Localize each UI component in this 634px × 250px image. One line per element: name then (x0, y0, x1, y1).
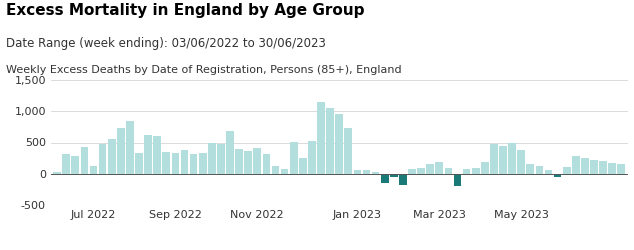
Bar (599, 161, 607, 174)
Text: Excess Mortality in England by Age Group: Excess Mortality in England by Age Group (6, 2, 365, 18)
Bar (327, 108, 334, 174)
Bar (153, 136, 161, 174)
Bar (99, 144, 107, 174)
Bar (271, 166, 280, 174)
Bar (499, 146, 507, 174)
Bar (399, 174, 407, 185)
Bar (335, 114, 343, 174)
Bar (172, 153, 179, 174)
Bar (381, 174, 389, 183)
Bar (526, 164, 534, 174)
Bar (426, 164, 434, 174)
Bar (363, 170, 370, 174)
Bar (344, 128, 352, 174)
Bar (135, 152, 143, 174)
Bar (262, 154, 270, 174)
Bar (108, 140, 115, 174)
Bar (235, 149, 243, 174)
Bar (581, 158, 589, 174)
Bar (481, 162, 489, 174)
Bar (199, 153, 207, 174)
Bar (472, 168, 479, 174)
Bar (618, 164, 625, 174)
Bar (572, 156, 579, 174)
Bar (453, 174, 462, 186)
Bar (72, 156, 79, 174)
Bar (53, 172, 61, 174)
Bar (208, 142, 216, 174)
Bar (444, 168, 452, 174)
Bar (217, 144, 225, 174)
Bar (226, 131, 234, 174)
Bar (372, 172, 380, 174)
Bar (545, 170, 552, 174)
Bar (408, 170, 416, 174)
Bar (563, 167, 571, 174)
Bar (354, 170, 361, 174)
Bar (244, 151, 252, 174)
Bar (308, 140, 316, 174)
Text: Date Range (week ending): 03/06/2022 to 30/06/2023: Date Range (week ending): 03/06/2022 to … (6, 38, 327, 51)
Bar (490, 144, 498, 174)
Bar (553, 174, 562, 177)
Bar (162, 152, 170, 174)
Bar (62, 154, 70, 174)
Bar (508, 143, 516, 174)
Bar (254, 148, 261, 174)
Bar (117, 128, 125, 174)
Bar (190, 154, 197, 174)
Bar (181, 150, 188, 174)
Bar (144, 135, 152, 174)
Text: Weekly Excess Deaths by Date of Registration, Persons (85+), England: Weekly Excess Deaths by Date of Registra… (6, 65, 402, 75)
Bar (281, 169, 288, 174)
Bar (590, 160, 598, 174)
Bar (608, 163, 616, 174)
Bar (290, 142, 297, 174)
Bar (89, 166, 98, 174)
Bar (317, 102, 325, 174)
Bar (436, 162, 443, 174)
Bar (299, 158, 307, 174)
Bar (126, 121, 134, 174)
Bar (463, 169, 470, 174)
Bar (517, 150, 525, 174)
Bar (536, 166, 543, 174)
Bar (390, 174, 398, 177)
Bar (417, 168, 425, 174)
Bar (81, 147, 88, 174)
